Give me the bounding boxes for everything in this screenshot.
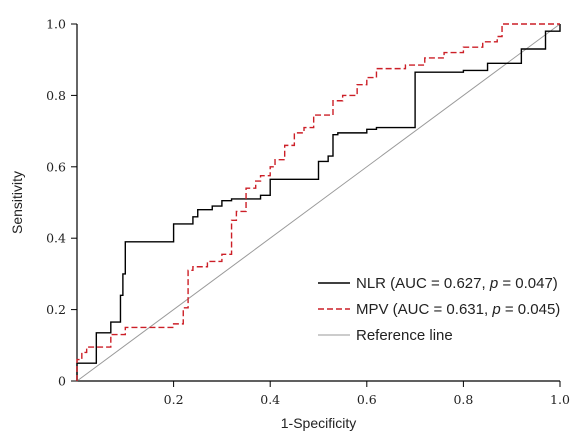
series-layer xyxy=(76,23,561,382)
y-tick-label: 0.2 xyxy=(46,302,66,317)
y-tick-label: 0 xyxy=(58,374,66,389)
axes: 0.2 0.4 0.6 0.8 1.0 0 0.2 0.4 0.6 0.8 1.0 xyxy=(46,17,570,408)
x-axis-title: 1-Specificity xyxy=(281,415,356,431)
y-tick-label: 1.0 xyxy=(46,17,66,32)
legend: NLR (AUC = 0.627, p = 0.047) MPV (AUC = 0… xyxy=(318,275,560,344)
x-tick-label: 0.4 xyxy=(260,392,280,407)
series-line-reference xyxy=(76,23,561,382)
series-line-mpv xyxy=(76,23,560,381)
x-tick-label: 0.2 xyxy=(164,392,184,407)
legend-label: NLR (AUC = 0.627, p = 0.047) xyxy=(356,275,558,292)
x-tick-label: 0.6 xyxy=(357,392,377,407)
y-tick-label: 0.8 xyxy=(46,88,66,103)
x-tick-label: 0.8 xyxy=(453,392,473,407)
legend-label: MPV (AUC = 0.631, p = 0.045) xyxy=(356,301,560,318)
x-tick-label: 1.0 xyxy=(550,392,570,407)
y-tick-label: 0.4 xyxy=(46,231,66,246)
legend-label: Reference line xyxy=(356,327,453,344)
y-tick-label: 0.6 xyxy=(46,159,66,174)
series-line-nlr xyxy=(76,24,561,381)
y-axis-title: Sensitivity xyxy=(9,171,25,234)
